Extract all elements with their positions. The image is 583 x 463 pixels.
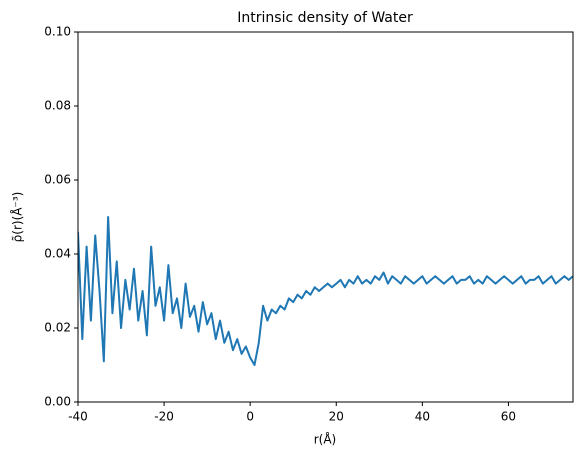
x-tick-label: 20 <box>329 410 344 424</box>
x-tick-label: -20 <box>154 410 174 424</box>
y-tick-label: 0.02 <box>44 321 71 335</box>
x-tick-label: -40 <box>68 410 88 424</box>
y-axis-label: ρ̃(r)(Å⁻³) <box>10 192 25 243</box>
data-line <box>78 216 573 366</box>
chart-title: Intrinsic density of Water <box>237 10 413 26</box>
x-tick-label: 0 <box>246 410 254 424</box>
x-tick-label: 40 <box>415 410 430 424</box>
x-axis-label: r(Å) <box>314 432 337 447</box>
y-tick-label: 0.10 <box>44 25 71 39</box>
y-tick-label: 0.00 <box>44 395 71 409</box>
y-tick-label: 0.06 <box>44 173 71 187</box>
plot-frame <box>77 31 574 403</box>
x-tick-label: 60 <box>501 410 516 424</box>
y-tick-label: 0.08 <box>44 99 71 113</box>
y-tick-label: 0.04 <box>44 247 71 261</box>
